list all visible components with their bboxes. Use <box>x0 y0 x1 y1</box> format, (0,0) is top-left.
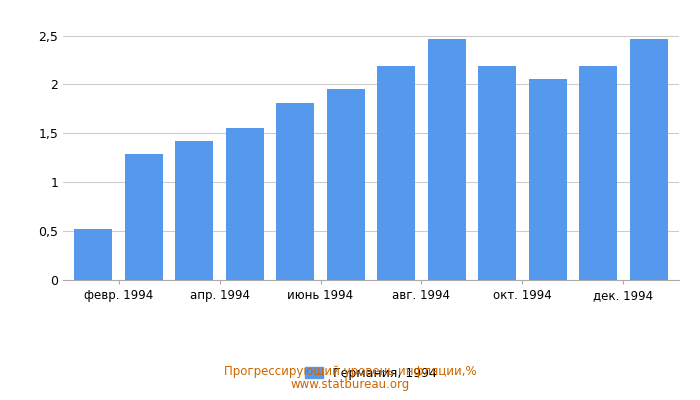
Bar <box>528 78 567 280</box>
Bar <box>226 128 264 280</box>
Bar <box>478 66 516 280</box>
Bar <box>428 40 466 280</box>
Bar <box>125 154 162 280</box>
Bar <box>327 89 365 280</box>
Bar <box>580 66 617 280</box>
Bar <box>74 229 112 280</box>
Bar <box>630 40 668 280</box>
Text: Прогрессирующий уровень инфляции,%: Прогрессирующий уровень инфляции,% <box>224 365 476 378</box>
Bar <box>276 103 314 280</box>
Bar <box>377 66 415 280</box>
Text: www.statbureau.org: www.statbureau.org <box>290 378 410 391</box>
Legend: Германия, 1994: Германия, 1994 <box>300 362 442 385</box>
Bar <box>175 141 214 280</box>
